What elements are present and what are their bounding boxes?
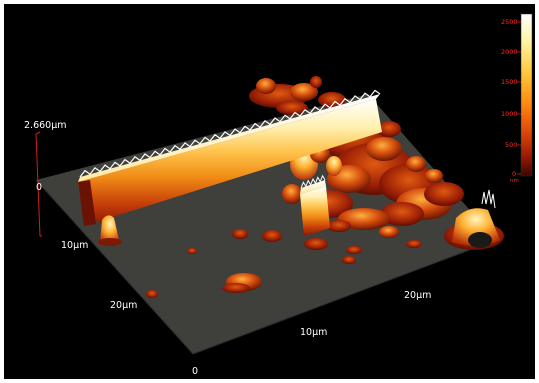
main-ridge — [78, 89, 382, 226]
left-axis-label-20um: 20µm — [110, 300, 137, 311]
colorbar-tick-2500: 2500 — [501, 18, 518, 26]
colorbar: 2500 2000 1500 1000 500 0 nm — [501, 13, 533, 184]
colorbar-tick-1000: 1000 — [501, 110, 518, 118]
bottom-axis-label-20um: 20µm — [404, 290, 431, 301]
surface-plot: 2.660µm 0 10µm 20µm 0 10µm 20µm 2500 200… — [24, 13, 533, 377]
plane-front-edge-right — [192, 239, 497, 355]
plane-front-edge-left — [35, 179, 194, 355]
scattered-particles — [146, 229, 356, 298]
colorbar-tick-1500: 1500 — [501, 78, 518, 86]
small-tower-right — [300, 174, 330, 236]
afm-3d-viewer[interactable]: 2.660µm 0 10µm 20µm 0 10µm 20µm 2500 200… — [4, 4, 535, 379]
colorbar-tick-500: 500 — [505, 141, 517, 149]
colorbar-unit: nm — [510, 178, 519, 184]
left-axis-label-10um: 10µm — [61, 240, 88, 251]
bottom-axis-origin-label: 0 — [192, 366, 198, 377]
bottom-axis-label-10um: 10µm — [300, 327, 327, 338]
particle-left — [98, 215, 122, 246]
colorbar-gradient — [520, 13, 533, 177]
colorbar-tick-marks — [517, 21, 521, 175]
z-axis — [35, 131, 42, 237]
particle-front-right — [444, 189, 504, 250]
colorbar-tick-0: 0 — [512, 170, 516, 178]
z-max-label: 2.660µm — [24, 120, 67, 131]
z-origin-label: 0 — [36, 182, 42, 193]
colorbar-tick-2000: 2000 — [501, 48, 518, 56]
